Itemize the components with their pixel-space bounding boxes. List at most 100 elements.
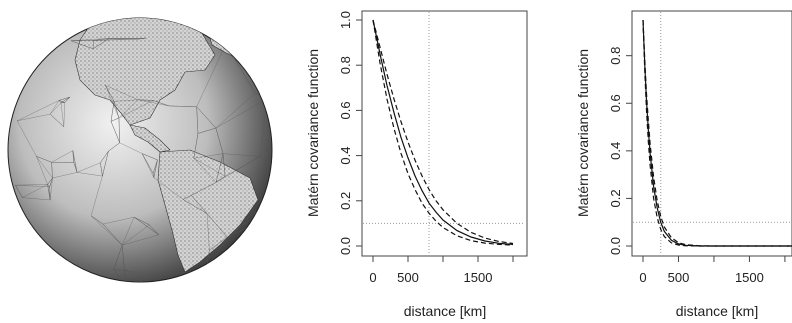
- mesh-edge: [133, 216, 150, 226]
- plot-frame: [631, 10, 792, 257]
- estimate-curve: [372, 19, 514, 245]
- mesh-edge: [90, 176, 103, 216]
- mesh-edge: [110, 121, 120, 143]
- mesh-edge: [149, 224, 160, 236]
- mesh-edge: [113, 269, 125, 271]
- mesh-edge: [102, 216, 135, 225]
- mesh-edge: [206, 213, 228, 238]
- y-tick-label: 0.2: [608, 189, 623, 207]
- mesh-edge: [118, 99, 138, 119]
- y-tick-label: 0.4: [338, 147, 353, 165]
- mesh-edge: [215, 153, 224, 183]
- mesh-edge: [209, 237, 228, 251]
- mesh-edge: [193, 158, 217, 183]
- mesh-edge: [109, 38, 139, 40]
- mesh-edge: [90, 215, 123, 246]
- mesh-edge: [105, 84, 138, 100]
- mesh-edge: [215, 98, 267, 129]
- mesh-edge: [100, 162, 103, 177]
- mesh-edge: [49, 102, 62, 115]
- mesh-edge: [133, 216, 160, 236]
- mesh-edge: [193, 158, 226, 177]
- mesh-edge: [102, 223, 123, 246]
- x-axis: 0 500 1500: [639, 256, 786, 285]
- mesh-edge: [215, 156, 261, 183]
- mesh-edge: [138, 37, 147, 40]
- y-tick-label: 0.6: [338, 101, 353, 119]
- mesh-edge: [125, 279, 150, 282]
- mesh-edge: [113, 269, 126, 282]
- bound-curve-0: [372, 19, 514, 245]
- mesh-globe: [7, 17, 273, 283]
- mesh-edge: [124, 270, 157, 276]
- y-tick-label: 0.2: [338, 192, 353, 210]
- y-tick-label: 0.8: [608, 47, 623, 65]
- y-tick-label: 0.8: [338, 56, 353, 74]
- mesh-edge: [169, 105, 197, 108]
- mesh-edge: [137, 99, 153, 101]
- x-axis: 0 500 1500: [369, 256, 514, 285]
- mesh-edge: [142, 153, 158, 161]
- mesh-edge: [153, 177, 184, 200]
- mesh-edge: [60, 102, 65, 127]
- mesh-edge: [49, 113, 64, 127]
- mesh-edge: [63, 102, 66, 127]
- mesh-edge: [196, 43, 227, 107]
- mesh-edge: [113, 101, 120, 119]
- y-axis-label: Matérn covariance function: [575, 49, 591, 217]
- mesh-edge: [105, 85, 115, 102]
- mesh-edge: [105, 85, 120, 119]
- mesh-edge: [118, 117, 120, 143]
- mesh-edge: [49, 100, 60, 115]
- mesh-edge: [92, 38, 110, 50]
- estimate-curve: [642, 19, 792, 247]
- reference-lines: [633, 12, 791, 255]
- mesh-edge: [191, 195, 208, 214]
- plot-frame: [361, 10, 528, 257]
- mesh-edge: [100, 151, 109, 163]
- mesh-edge: [108, 142, 120, 152]
- mesh-edge: [70, 40, 94, 50]
- mesh-edge: [52, 172, 78, 179]
- mesh-edge: [121, 217, 135, 246]
- mesh-edge: [124, 270, 127, 282]
- mesh-edge: [58, 100, 65, 103]
- mesh-edge: [51, 162, 53, 179]
- mesh-edge: [113, 245, 123, 270]
- x-tick-label: 500: [397, 270, 419, 285]
- mesh-edge: [118, 100, 154, 119]
- mesh-edge: [17, 113, 51, 122]
- mesh-edge: [193, 153, 224, 159]
- mesh-edge: [196, 106, 217, 129]
- mesh-edge: [152, 159, 158, 174]
- mesh-edge: [15, 184, 48, 186]
- mesh-edge: [22, 197, 51, 201]
- y-tick-label: 0.0: [608, 237, 623, 255]
- mesh-edge: [121, 245, 125, 271]
- mesh-edge: [152, 100, 170, 107]
- x-tick-label: 500: [668, 270, 690, 285]
- x-tick-label: 0: [369, 270, 376, 285]
- x-tick-label: 1500: [464, 270, 493, 285]
- mesh-edge: [114, 99, 138, 102]
- mesh-edge: [15, 185, 23, 198]
- mesh-edge: [197, 127, 216, 134]
- mesh-edge: [119, 142, 143, 154]
- mesh-edge: [93, 38, 139, 41]
- mesh-edge: [141, 153, 154, 174]
- y-axis: 0.0 0.2 0.4 0.6 0.8 1.0: [338, 11, 362, 255]
- mesh-edge: [49, 177, 53, 187]
- mesh-edge: [70, 38, 110, 41]
- mesh-edge: [16, 100, 60, 122]
- mesh-edge: [223, 153, 261, 157]
- mesh-edge: [76, 162, 101, 173]
- mesh-edge: [72, 150, 78, 173]
- mesh-edge: [64, 96, 71, 103]
- mesh-edge: [191, 182, 217, 196]
- y-tick-label: 0.0: [338, 237, 353, 255]
- mesh-edge: [182, 195, 192, 200]
- central-america-landmass: [129, 124, 171, 153]
- mesh-edge: [215, 92, 256, 129]
- mesh-edge: [15, 184, 50, 188]
- south-america-landmass: [157, 149, 259, 273]
